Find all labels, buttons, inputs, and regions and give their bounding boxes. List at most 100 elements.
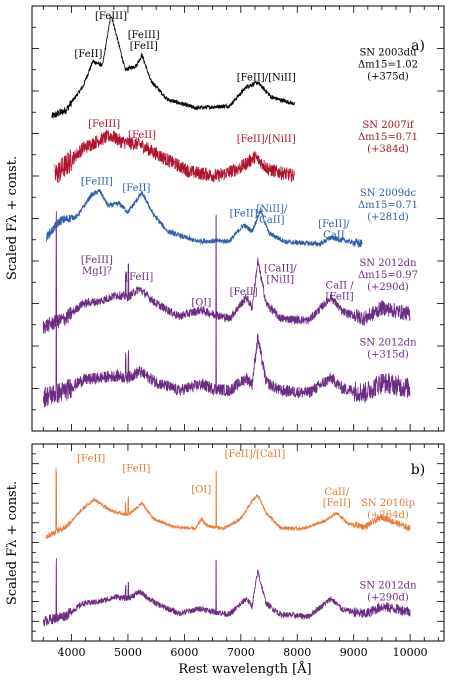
- line-id-annotation: [FeII]: [122, 464, 150, 475]
- line-id-annotation: [CaII]/[NiII]: [264, 264, 297, 286]
- x-axis-label: Rest wavelength [Å]: [178, 661, 311, 677]
- annotation-line: [FeIII]: [128, 30, 160, 41]
- panel-a-ylabel: Scaled Fλ + const.: [5, 156, 20, 280]
- x-tick-label: 7000: [227, 646, 255, 659]
- series-label-line: (+315d): [367, 349, 409, 360]
- annotation-line: CaII]: [259, 215, 285, 226]
- series-label-line: Δm15=0.97: [358, 270, 418, 281]
- panel-a-x-ticks: [42, 6, 439, 431]
- spectrum-line: [42, 288, 411, 408]
- annotation-line: [FeII]: [125, 272, 153, 283]
- line-id-annotation: [FeII]: [122, 183, 150, 194]
- line-id-annotation: [FeII]/CaII: [318, 219, 350, 241]
- panel-b-series-labels: SN 2010lp (+264d) SN 2012dn (+290d): [359, 498, 417, 604]
- line-id-annotation: [FeII]/[NiII]: [237, 134, 296, 145]
- annotation-line: [FeII]/[NiII]: [237, 134, 296, 145]
- annotation-line: [FeII]/: [318, 219, 350, 230]
- panel-b-x-ticks: [42, 444, 439, 641]
- series-label-line: SN 2010lp: [361, 498, 415, 509]
- panel-b-label: b): [411, 462, 425, 478]
- series-label-line: SN 2003du: [359, 48, 417, 59]
- x-tick-label: 5000: [114, 646, 142, 659]
- line-id-annotation: [FeII]: [74, 49, 102, 60]
- annotation-line: [FeIII]: [88, 119, 120, 130]
- panel-a-series: [42, 16, 411, 408]
- line-id-annotation: [FeII]/[CaII]: [225, 449, 286, 460]
- annotation-line: MgI]?: [82, 266, 112, 277]
- panel-b-series: [42, 467, 411, 627]
- panel-b: [FeII] [FeII] [OI] [FeII]/[CaII] CaII/[FeII]…: [5, 443, 445, 642]
- series-label-line: SN 2012dn: [359, 258, 417, 269]
- line-id-annotation: [NiII]/CaII]: [256, 204, 288, 226]
- annotation-line: [FeII]: [74, 49, 102, 60]
- x-tick-label: 10000: [393, 646, 428, 659]
- annotation-line: [OI]: [191, 484, 211, 495]
- x-tick-labels: 4000 5000 6000 7000 8000 9000 10000: [58, 646, 428, 659]
- line-id-annotation: [FeIII]: [95, 11, 127, 22]
- series-label: SN 2009dc Δm15=0.71 (+281d): [358, 188, 418, 223]
- annotation-line: [FeII]: [323, 498, 351, 509]
- x-tick-label: 9000: [340, 646, 368, 659]
- panel-b-frame: [31, 443, 445, 642]
- annotation-line: [FeII]/[NiII]: [237, 72, 296, 83]
- line-id-annotation: [FeIII] MgI]?: [81, 255, 113, 277]
- line-id-annotation: [FeII]: [125, 272, 153, 283]
- annotation-line: [NiII]: [267, 275, 295, 286]
- series-label-line: (+264d): [367, 510, 409, 521]
- line-id-annotation: [OI]: [191, 484, 211, 495]
- series-label: SN 2010lp (+264d): [361, 498, 415, 521]
- series-label-line: SN 2007if: [362, 120, 414, 131]
- annotation-line: [NiII]/: [256, 204, 288, 215]
- line-id-annotation: [FeII]: [128, 130, 156, 141]
- annotation-line: [FeIII]: [95, 11, 127, 22]
- annotation-line: [FeIII]: [81, 177, 113, 188]
- spectrum-line: [51, 16, 295, 119]
- panel-a-series-labels: SN 2003du Δm15=1.02 (+375d)SN 2007if Δm15=0…: [358, 48, 418, 361]
- line-id-annotation: [FeIII]: [88, 119, 120, 130]
- annotation-line: [FeII]: [122, 183, 150, 194]
- annotation-line: [CaII]/: [264, 264, 297, 275]
- x-tick-label: 4000: [58, 646, 86, 659]
- line-id-annotation: CaII / [FeII]: [326, 281, 355, 303]
- series-label-line: SN 2012dn: [359, 581, 417, 592]
- annotation-line: [FeII]: [326, 292, 354, 303]
- series-label-line: (+281d): [367, 212, 409, 223]
- spectrum-line: [42, 211, 411, 334]
- series-label: SN 2003du Δm15=1.02 (+375d): [358, 48, 418, 83]
- series-label-line: Δm15=1.02: [358, 60, 418, 71]
- annotation-line: [FeII]: [230, 287, 258, 298]
- annotation-line: CaII /: [326, 281, 355, 292]
- annotation-line: [FeII]: [122, 464, 150, 475]
- series-label: SN 2012dn Δm15=0.97 (+290d): [358, 258, 418, 293]
- spectrum-line: [45, 467, 411, 539]
- annotation-line: [FeII]: [230, 208, 258, 219]
- series-label-line: (+384d): [367, 144, 409, 155]
- panel-a-y-ticks: [32, 5, 444, 432]
- panel-b-y-ticks: [32, 443, 444, 642]
- line-id-annotation: [OI]: [191, 298, 211, 309]
- panel-b-annotations: [FeII] [FeII] [OI] [FeII]/[CaII] CaII/[FeII]: [77, 449, 351, 509]
- series-label-line: (+290d): [367, 282, 409, 293]
- series-label-line: (+375d): [367, 72, 409, 83]
- line-id-annotation: [FeII]: [230, 208, 258, 219]
- annotation-line: [FeII]: [77, 454, 105, 465]
- line-id-annotation: [FeIII]: [81, 177, 113, 188]
- panel-a-annotations: [FeIII][FeII][FeIII] [FeII][FeII]/[NiII][…: [74, 11, 354, 309]
- panel-b-ylabel: Scaled Fλ + const.: [5, 481, 20, 605]
- annotation-line: [FeII]: [130, 41, 158, 52]
- annotation-line: [FeIII]: [81, 255, 113, 266]
- line-id-annotation: [FeII]/[NiII]: [237, 72, 296, 83]
- annotation-line: CaII: [323, 230, 345, 241]
- line-id-annotation: [FeII]: [230, 287, 258, 298]
- series-label: SN 2007if Δm15=0.71 (+384d): [358, 120, 418, 155]
- annotation-line: [FeII]/[CaII]: [225, 449, 286, 460]
- x-tick-label: 6000: [170, 646, 198, 659]
- series-label: SN 2012dn (+315d): [359, 337, 417, 360]
- series-label-line: Δm15=0.71: [358, 132, 418, 143]
- series-label-line: SN 2012dn: [359, 337, 417, 348]
- line-id-annotation: [FeII]: [77, 454, 105, 465]
- spectrum-line: [42, 557, 411, 627]
- line-id-annotation: CaII/[FeII]: [323, 487, 351, 509]
- x-tick-label: 8000: [283, 646, 311, 659]
